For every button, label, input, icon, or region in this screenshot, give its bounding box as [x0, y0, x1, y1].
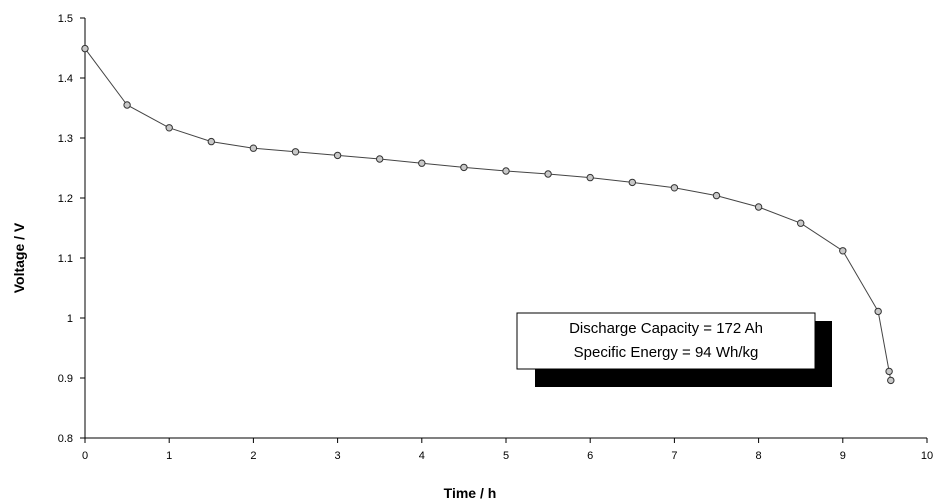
data-point: [887, 376, 895, 385]
data-point: [291, 148, 300, 156]
data-point: [460, 163, 468, 172]
y-tick-label: 1.4: [58, 73, 73, 85]
series-group: [81, 44, 895, 385]
x-tick-label: 6: [587, 450, 593, 462]
data-point: [165, 124, 173, 132]
x-tick-label: 9: [840, 450, 846, 462]
y-tick-label: 0.8: [58, 433, 73, 445]
data-point: [544, 170, 552, 178]
data-point: [712, 191, 721, 200]
x-tick-label: 8: [756, 450, 762, 462]
data-point: [885, 367, 893, 376]
x-tick-label: 2: [250, 450, 256, 462]
annotation-frame: [516, 312, 816, 370]
data-point: [754, 203, 763, 211]
data-point: [207, 137, 216, 146]
y-axis-ticks: 0.8 0.9 1 1.1 1.2 1.3 1.4 1.5: [58, 13, 85, 445]
data-point: [797, 219, 805, 227]
y-tick-label: 1.5: [58, 13, 73, 25]
x-tick-label: 4: [419, 450, 425, 462]
y-tick-label: 0.9: [58, 373, 73, 385]
data-point: [670, 184, 679, 192]
series-line: [84, 48, 892, 381]
x-tick-label: 10: [921, 450, 933, 462]
data-point: [839, 247, 847, 255]
x-tick-label: 3: [335, 450, 341, 462]
data-point: [418, 159, 426, 167]
data-point: [502, 167, 510, 175]
y-tick-label: 1.2: [58, 193, 73, 205]
annotation-box: Discharge Capacity = 172 Ah Specific Ene…: [516, 312, 832, 387]
y-tick-label: 1.1: [58, 253, 73, 265]
data-point: [586, 173, 594, 182]
x-axis-title: Time / h: [444, 485, 497, 501]
y-tick-label: 1.3: [58, 133, 73, 145]
data-point: [333, 151, 342, 160]
x-axis-ticks: 0 1 2 3 4 5 6 7 8 9 10: [82, 438, 933, 462]
annotation-line-2: Specific Energy = 94 Wh/kg: [574, 344, 759, 361]
y-tick-label: 1: [67, 313, 73, 325]
data-point: [81, 44, 89, 53]
x-tick-label: 7: [671, 450, 677, 462]
annotation-line-1: Discharge Capacity = 172 Ah: [569, 320, 763, 337]
data-point: [123, 101, 131, 109]
x-tick-label: 5: [503, 450, 509, 462]
y-axis-title: Voltage / V: [11, 222, 27, 293]
data-point: [376, 155, 384, 163]
x-tick-label: 0: [82, 450, 88, 462]
data-point: [628, 178, 636, 187]
x-tick-label: 1: [166, 450, 172, 462]
data-point: [874, 307, 882, 316]
data-point: [249, 144, 258, 152]
